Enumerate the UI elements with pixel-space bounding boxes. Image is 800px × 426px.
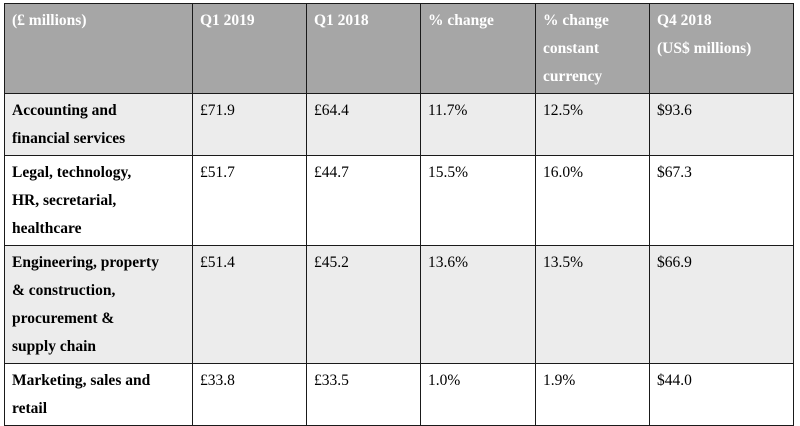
header-q1-2018: Q1 2018: [306, 3, 421, 94]
header-percent-change-constant-currency: % change constant currency: [535, 3, 650, 94]
cell-percent-change-constant: 12.5%: [535, 93, 650, 156]
cell-q1-2019: £51.4: [192, 245, 307, 364]
table-row: Accounting and financial services £71.9 …: [4, 93, 794, 156]
cell-percent-change: 13.6%: [420, 245, 536, 364]
table-row: Legal, technology, HR, secretarial, heal…: [4, 155, 794, 246]
cell-q1-2018: £44.7: [306, 155, 421, 246]
cell-q1-2019: £71.9: [192, 93, 307, 156]
cell-q4-2018-usd: $44.0: [649, 363, 794, 426]
cell-percent-change-constant: 13.5%: [535, 245, 650, 364]
header-units: (£ millions): [4, 3, 193, 94]
cell-percent-change-constant: 16.0%: [535, 155, 650, 246]
cell-q4-2018-usd: $67.3: [649, 155, 794, 246]
cell-percent-change-constant: 1.9%: [535, 363, 650, 426]
header-q1-2019: Q1 2019: [192, 3, 307, 94]
cell-q4-2018-usd: $93.6: [649, 93, 794, 156]
cell-percent-change: 15.5%: [420, 155, 536, 246]
cell-q1-2019: £51.7: [192, 155, 307, 246]
cell-q1-2018: £64.4: [306, 93, 421, 156]
revenue-by-sector-table: (£ millions) Q1 2019 Q1 2018 % change % …: [4, 3, 794, 426]
row-label: Marketing, sales and retail: [4, 363, 193, 426]
table-header-row: (£ millions) Q1 2019 Q1 2018 % change % …: [4, 3, 794, 94]
cell-q1-2018: £45.2: [306, 245, 421, 364]
revenue-table-container: (£ millions) Q1 2019 Q1 2018 % change % …: [4, 3, 794, 426]
row-label: Engineering, property & construction, pr…: [4, 245, 193, 364]
table-row: Marketing, sales and retail £33.8 £33.5 …: [4, 363, 794, 426]
row-label: Legal, technology, HR, secretarial, heal…: [4, 155, 193, 246]
header-q4-2018-usd: Q4 2018 (US$ millions): [649, 3, 794, 94]
cell-percent-change: 1.0%: [420, 363, 536, 426]
table-row: Engineering, property & construction, pr…: [4, 245, 794, 364]
cell-q1-2019: £33.8: [192, 363, 307, 426]
cell-percent-change: 11.7%: [420, 93, 536, 156]
cell-q1-2018: £33.5: [306, 363, 421, 426]
row-label: Accounting and financial services: [4, 93, 193, 156]
header-percent-change: % change: [420, 3, 536, 94]
cell-q4-2018-usd: $66.9: [649, 245, 794, 364]
